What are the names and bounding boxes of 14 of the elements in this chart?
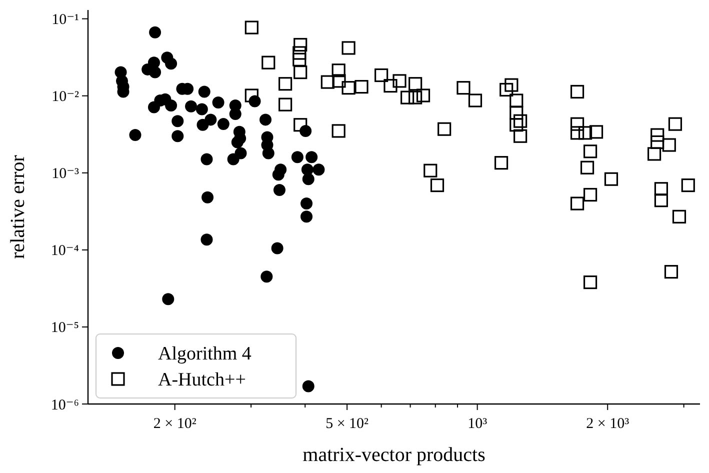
x-tick-label: 2 × 10² [153, 416, 197, 432]
y-tick-label: 10⁻⁴ [50, 243, 79, 260]
x-axis-title: matrix-vector products [302, 444, 486, 466]
x-tick-label: 5 × 10² [326, 416, 370, 432]
y-tick-label: 10⁻⁶ [50, 397, 79, 414]
y-tick-label: 10⁻⁵ [50, 320, 79, 336]
x-tick-label: 10³ [468, 416, 488, 432]
y-tick-label: 10⁻² [52, 89, 80, 106]
y-tick-label: 10⁻¹ [52, 12, 79, 28]
legend-label: A-Hutch++ [158, 370, 246, 391]
y-tick-label: 10⁻³ [52, 166, 80, 182]
y-axis-title: relative error [7, 154, 29, 259]
legend-label: Algorithm 4 [158, 344, 252, 365]
x-tick-label: 2 × 10³ [586, 416, 630, 432]
